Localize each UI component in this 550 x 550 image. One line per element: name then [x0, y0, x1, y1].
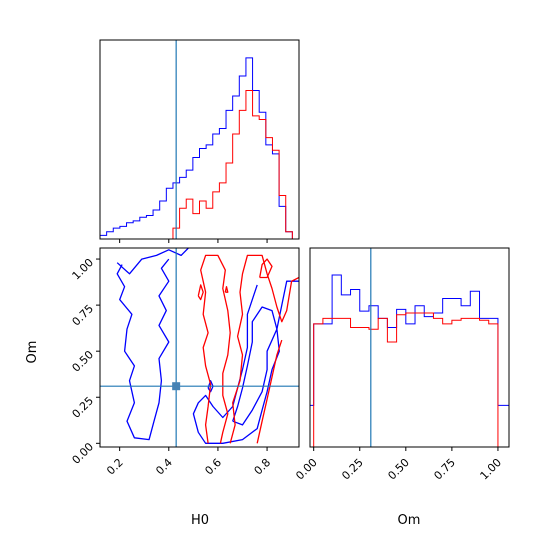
om-marginal-xtick-label-1: 0.25: [339, 456, 366, 483]
om-marginal-hist-series-0: [310, 274, 509, 447]
joint-contour-1: [116, 258, 170, 441]
joint-contour-6: [197, 284, 204, 301]
joint-contour-10: [224, 286, 229, 293]
joint-ylabel: Om: [25, 341, 40, 364]
joint-contour-3: [232, 306, 278, 426]
h0-marginal-panel: [99, 39, 300, 243]
h0-marginal-hist-series-0: [100, 57, 299, 239]
joint-ytick-label-0: 0.00: [70, 440, 97, 467]
joint-xtick-label-1: 0.4: [153, 456, 175, 478]
joint-ytick-label-1: 0.25: [70, 394, 97, 421]
om-marginal-hist-series-1: [310, 312, 509, 447]
om-marginal-xtick-label-4: 1.00: [478, 456, 505, 483]
joint-contour-9: [259, 258, 273, 279]
h0-om-joint-panel: 0.2 0.4 0.6 0.8 0.00 0.25 0.50 0.75 1.00: [70, 247, 300, 478]
joint-xtick-label-2: 0.6: [202, 456, 224, 478]
joint-xtick-label-0: 0.2: [104, 456, 126, 478]
joint-contour-2: [192, 280, 299, 444]
joint-ytick-label-4: 1.00: [70, 256, 97, 283]
om-marginal-frame: [309, 247, 510, 448]
om-marginal-xtick-label-3: 0.75: [431, 456, 458, 483]
joint-contour-7: [229, 254, 299, 444]
om-marginal-xtick-label-2: 0.50: [385, 456, 412, 483]
joint-ytick-label-2: 0.50: [70, 348, 97, 375]
h0-marginal-frame: [99, 39, 300, 240]
joint-xlabel: H0: [191, 513, 209, 528]
om-marginal-panel: 0.00 0.25 0.50 0.75 1.00: [293, 247, 510, 483]
joint-xtick-label-3: 0.8: [252, 456, 274, 478]
h0-marginal-hist-series-1: [100, 90, 299, 239]
joint-ytick-label-3: 0.75: [70, 302, 97, 329]
joint-truth-marker: [172, 382, 181, 391]
joint-contour-8: [256, 339, 283, 444]
om-marginal-xlabel: Om: [398, 513, 421, 528]
joint-contour-5: [200, 254, 231, 444]
joint-frame: [99, 247, 300, 448]
joint-contour-0: [116, 248, 189, 275]
om-marginal-xtick-label-0: 0.00: [293, 456, 320, 483]
